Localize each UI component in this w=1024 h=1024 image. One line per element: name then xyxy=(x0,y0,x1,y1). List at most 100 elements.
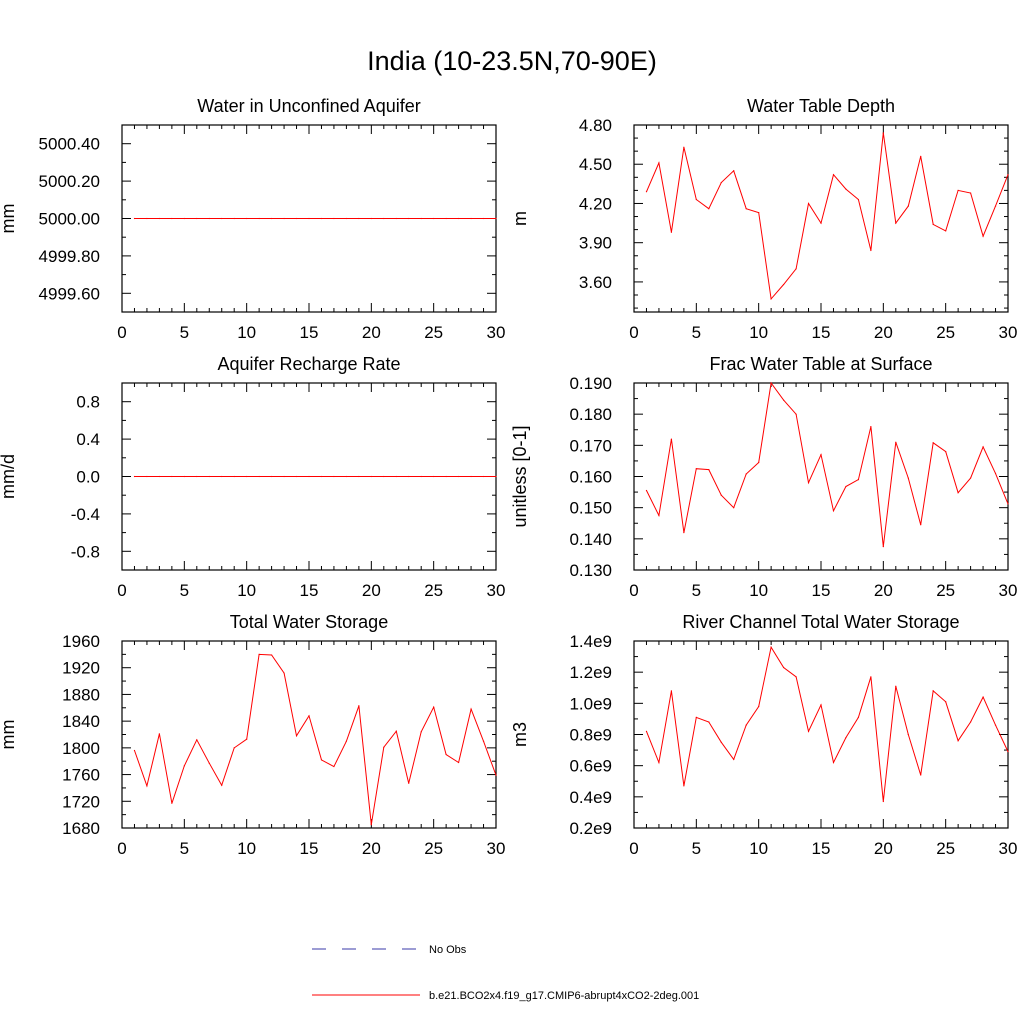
y-tick-label: 5000.40 xyxy=(39,135,100,154)
y-tick-label: 5000.00 xyxy=(39,210,100,229)
data-point xyxy=(758,705,760,708)
data-point xyxy=(857,479,860,481)
y-tick-label: 0.6e9 xyxy=(569,757,612,776)
data-point xyxy=(171,802,173,804)
data-point xyxy=(932,442,934,444)
data-point xyxy=(994,472,997,474)
series-line-frac-water-table-at-surface xyxy=(646,381,1009,547)
data-point xyxy=(683,532,685,534)
data-point xyxy=(183,217,185,220)
data-point xyxy=(882,800,884,803)
x-tick-label: 5 xyxy=(692,323,701,342)
x-tick-label: 5 xyxy=(180,323,189,342)
data-point xyxy=(283,475,285,478)
data-point xyxy=(783,666,785,669)
x-tick-label: 10 xyxy=(749,839,768,858)
x-tick-label: 0 xyxy=(117,323,126,342)
y-tick-label: 0.130 xyxy=(569,561,612,580)
x-tick-label: 30 xyxy=(999,839,1018,858)
y-tick-label: 1960 xyxy=(62,632,100,651)
y-tick-label: 4.20 xyxy=(579,194,612,213)
data-point xyxy=(820,222,822,224)
y-tick-label: 1880 xyxy=(62,685,100,704)
data-point xyxy=(945,701,947,703)
data-point xyxy=(196,217,198,220)
data-point xyxy=(383,475,385,478)
y-tick-label: 3.60 xyxy=(579,273,612,292)
data-point xyxy=(683,146,685,148)
x-tick-label: 25 xyxy=(936,581,955,600)
data-point xyxy=(658,162,660,164)
data-point xyxy=(495,475,497,478)
data-point xyxy=(957,189,959,191)
panel-total-water-storage: 0 5 10 15 20 25 30 1680 1720 1760 1800 1840 1880 1920… xyxy=(0,612,505,858)
y-tick-label: 0.180 xyxy=(569,405,612,424)
y-tick-label: 0.160 xyxy=(569,468,612,487)
data-point xyxy=(482,475,485,478)
panel-title: Water in Unconfined Aquifer xyxy=(197,96,420,116)
data-point xyxy=(708,721,710,723)
data-point xyxy=(758,461,760,464)
data-point xyxy=(870,426,872,428)
data-point xyxy=(445,753,447,756)
data-point xyxy=(458,761,460,764)
data-point xyxy=(882,546,884,548)
data-point xyxy=(770,382,772,384)
data-point xyxy=(670,690,673,692)
panel-title: Water Table Depth xyxy=(747,96,895,116)
x-tick-label: 25 xyxy=(424,839,443,858)
legend-model-label: b.e21.BCO2x4.f19_g17.CMIP6-abrupt4xCO2-2… xyxy=(429,990,699,1002)
series-line-water-table-depth xyxy=(646,132,1009,301)
data-point xyxy=(482,217,485,220)
data-point xyxy=(645,191,648,193)
x-tick-label: 10 xyxy=(237,581,256,600)
data-point xyxy=(870,676,872,678)
x-tick-label: 25 xyxy=(936,323,955,342)
y-tick-label: 0.4e9 xyxy=(569,788,612,807)
x-tick-label: 30 xyxy=(999,581,1018,600)
x-tick-label: 15 xyxy=(812,581,831,600)
data-point xyxy=(420,217,422,220)
data-point xyxy=(708,469,710,471)
y-tick-label: 1.0e9 xyxy=(569,694,612,713)
data-point xyxy=(495,774,497,776)
data-point xyxy=(895,441,897,443)
plot-frame xyxy=(121,640,497,829)
y-axis-label: mm xyxy=(0,204,18,234)
panel-aquifer-recharge-rate: 0 5 10 15 20 25 30 -0.8 -0.4 0.0 0.4 0.8 Aquifer Rec… xyxy=(0,354,505,600)
data-point xyxy=(832,510,835,512)
data-point xyxy=(745,208,747,210)
y-tick-label: 4999.60 xyxy=(39,284,100,303)
panel-water-in-unconfined-aquifer: 0 5 10 15 20 25 30 4999.60 4999.80 5000.00 5000.20… xyxy=(0,96,505,342)
data-point xyxy=(358,705,360,707)
data-point xyxy=(807,202,810,205)
data-point xyxy=(907,733,909,736)
data-point xyxy=(233,217,235,220)
data-point xyxy=(970,477,972,479)
data-point xyxy=(982,696,984,698)
data-point xyxy=(795,676,797,678)
data-point xyxy=(408,475,410,478)
data-point xyxy=(358,475,360,478)
data-point xyxy=(870,249,872,252)
data-point xyxy=(433,475,435,478)
data-point xyxy=(832,761,835,764)
data-point xyxy=(320,217,323,220)
data-point xyxy=(183,475,185,478)
data-point xyxy=(845,737,847,739)
x-tick-label: 30 xyxy=(487,323,506,342)
data-point xyxy=(770,646,772,648)
data-point xyxy=(383,217,385,220)
x-tick-label: 15 xyxy=(300,323,319,342)
x-tick-label: 25 xyxy=(424,581,443,600)
data-point xyxy=(658,761,660,764)
x-tick-label: 30 xyxy=(487,581,506,600)
panel-title: Aquifer Recharge Rate xyxy=(217,354,400,374)
y-tick-label: 5000.20 xyxy=(39,172,100,191)
figure-title: India (10-23.5N,70-90E) xyxy=(367,46,657,76)
x-tick-label: 5 xyxy=(692,839,701,858)
x-tick-label: 20 xyxy=(362,839,381,858)
data-point xyxy=(283,672,285,674)
y-tick-label: 1.4e9 xyxy=(569,632,612,651)
